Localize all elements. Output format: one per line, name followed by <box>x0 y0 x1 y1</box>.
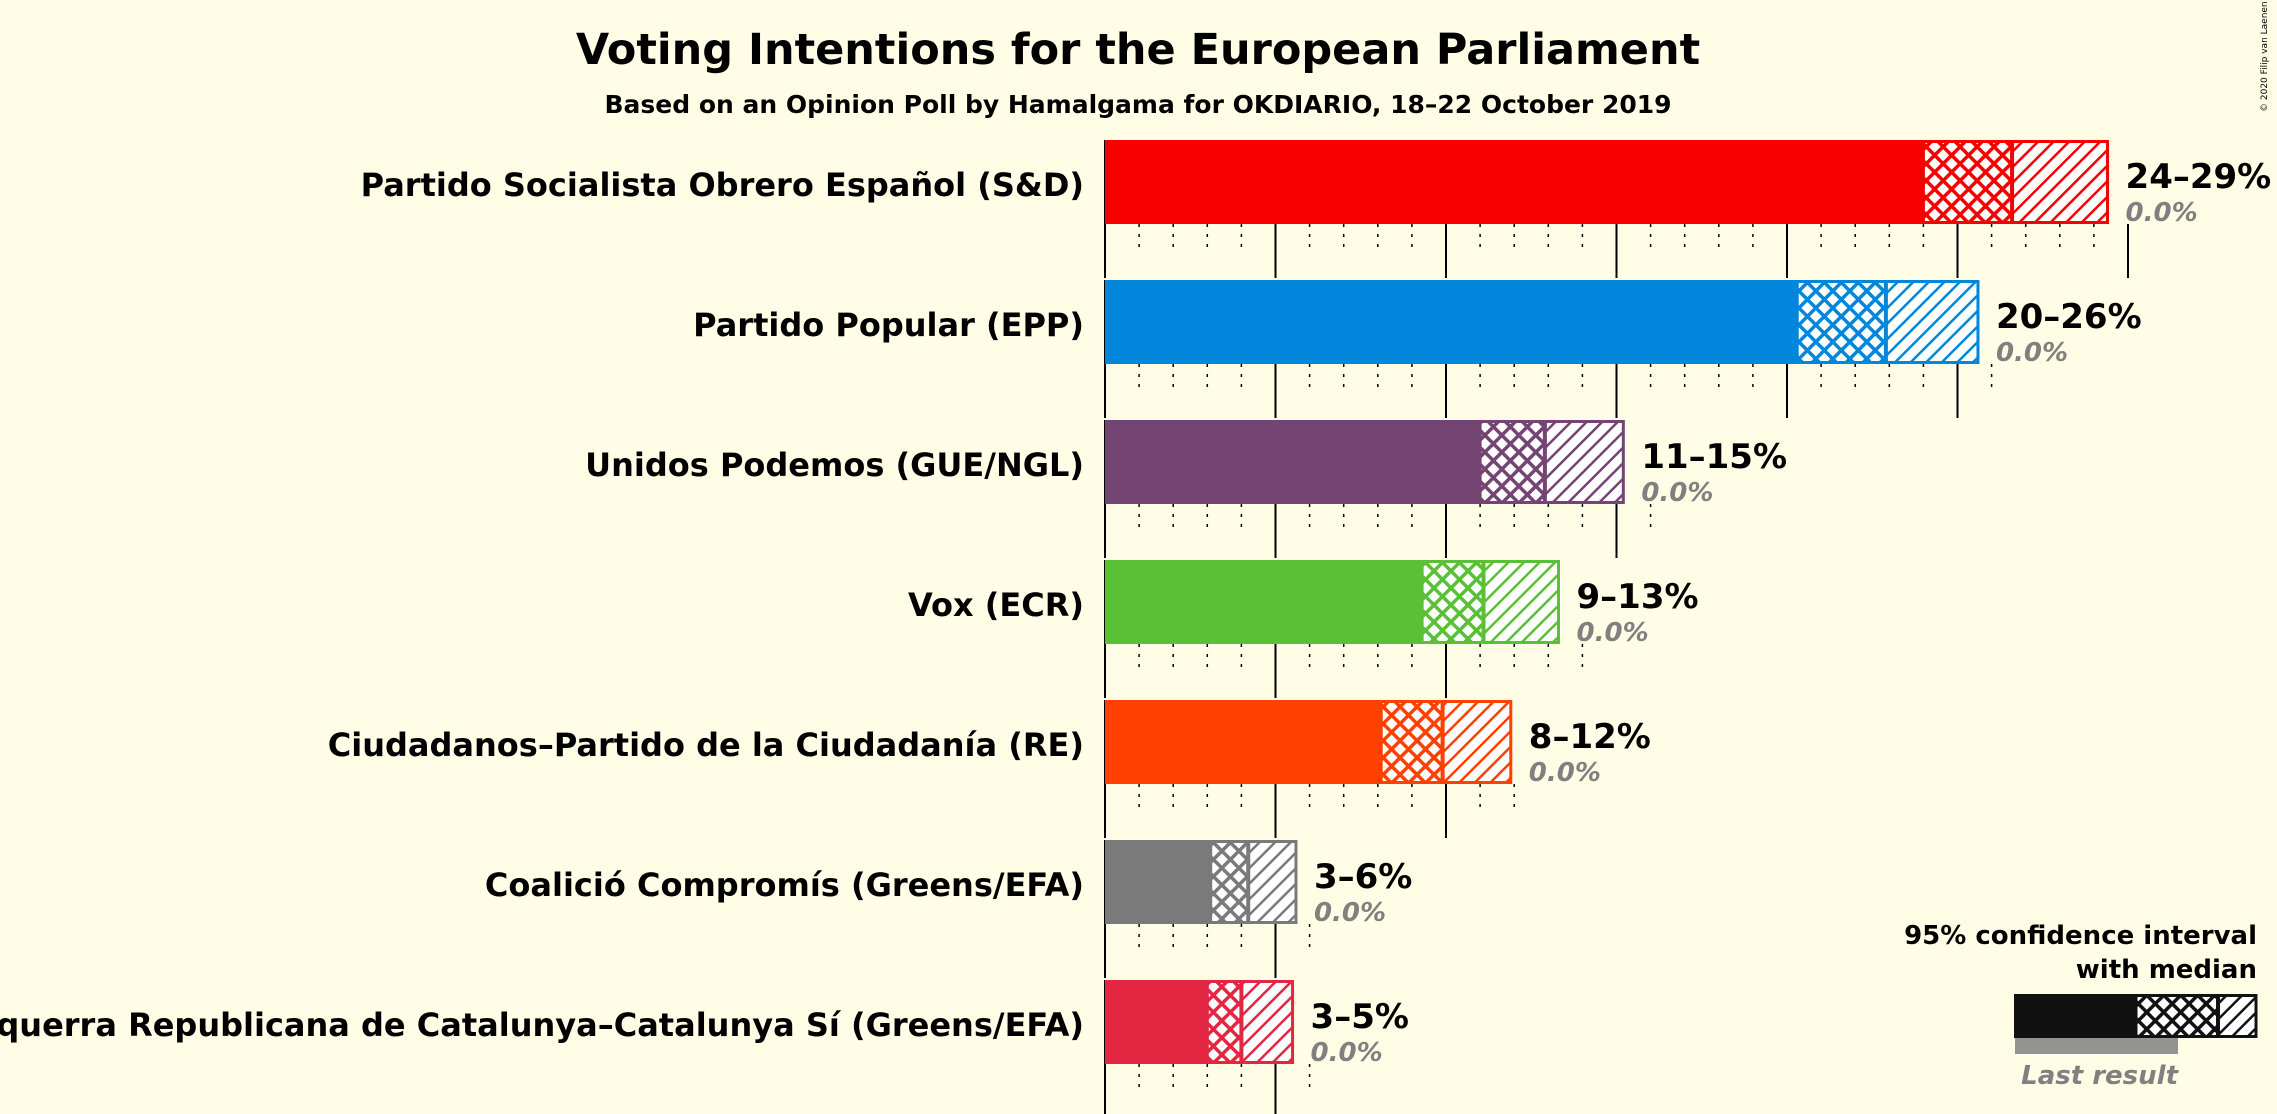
bar-ci-lower <box>1795 280 1888 364</box>
legend-ci-upper <box>2216 994 2258 1038</box>
legend-ci-label: 95% confidence interval <box>1904 921 2257 951</box>
bar-solid <box>1105 560 1423 644</box>
legend-solid-bar <box>2014 994 2136 1038</box>
legend: 95% confidence interval with median Last… <box>1904 921 2258 1091</box>
bar-ci-lower <box>1205 980 1243 1064</box>
range-label: 3–6% <box>1314 857 1412 897</box>
range-label: 8–12% <box>1529 717 1651 757</box>
bar-ci-lower <box>1379 700 1445 784</box>
range-label: 24–29% <box>2126 157 2272 197</box>
bar-solid <box>1105 700 1382 784</box>
bar-ci-upper <box>1884 280 1980 364</box>
bar-solid <box>1105 140 1924 224</box>
range-label: 20–26% <box>1996 297 2142 337</box>
legend-median-label: with median <box>2076 955 2257 985</box>
bar-ci-upper <box>1482 560 1561 644</box>
party-label: Ciudadanos–Partido de la Ciudadanía (RE) <box>328 726 1084 764</box>
bar-solid <box>1105 420 1481 504</box>
legend-ci-lower <box>2134 994 2220 1038</box>
party-label: Partido Socialista Obrero Español (S&D) <box>361 166 1084 204</box>
bar-ci-upper <box>1441 700 1513 784</box>
last-result-label: 0.0% <box>1314 898 1386 928</box>
party-label: Coalició Compromís (Greens/EFA) <box>485 866 1084 904</box>
last-result-label: 0.0% <box>1529 758 1601 788</box>
bar-ci-upper <box>1246 840 1298 924</box>
bar-solid <box>1105 980 1208 1064</box>
copyright-notice: © 2020 Filip van Laenen <box>2260 1 2270 112</box>
last-result-label: 0.0% <box>1311 1038 1383 1068</box>
party-label: Esquerra Republicana de Catalunya–Catalu… <box>0 1006 1084 1044</box>
legend-last-result-label: Last result <box>2021 1061 2179 1091</box>
bar-ci-lower <box>1921 140 2014 224</box>
last-result-label: 0.0% <box>1996 338 2068 368</box>
bar-ci-upper <box>1543 420 1625 504</box>
chart-title: Voting Intentions for the European Parli… <box>576 25 1700 75</box>
bar-ci-lower <box>1209 840 1250 924</box>
range-label: 9–13% <box>1577 577 1699 617</box>
party-label: Vox (ECR) <box>908 586 1084 624</box>
last-result-label: 0.0% <box>1641 478 1713 508</box>
range-label: 11–15% <box>1641 437 1787 477</box>
last-result-label: 0.0% <box>2126 198 2198 228</box>
last-result-label: 0.0% <box>1577 618 1649 648</box>
bar-solid <box>1105 280 1798 364</box>
bar-ci-lower <box>1420 560 1486 644</box>
bar-solid <box>1105 840 1211 924</box>
bar-ci-upper <box>2010 140 2110 224</box>
party-label: Partido Popular (EPP) <box>693 306 1084 344</box>
party-label: Unidos Podemos (GUE/NGL) <box>585 446 1084 484</box>
range-label: 3–5% <box>1311 997 1409 1037</box>
bars: Partido Socialista Obrero Español (S&D) 2… <box>0 140 2271 1068</box>
chart-subtitle: Based on an Opinion Poll by Hamalgama fo… <box>604 90 1671 119</box>
grid <box>1104 140 2129 1114</box>
bar-ci-upper <box>1239 980 1295 1064</box>
bar-ci-lower <box>1478 420 1547 504</box>
